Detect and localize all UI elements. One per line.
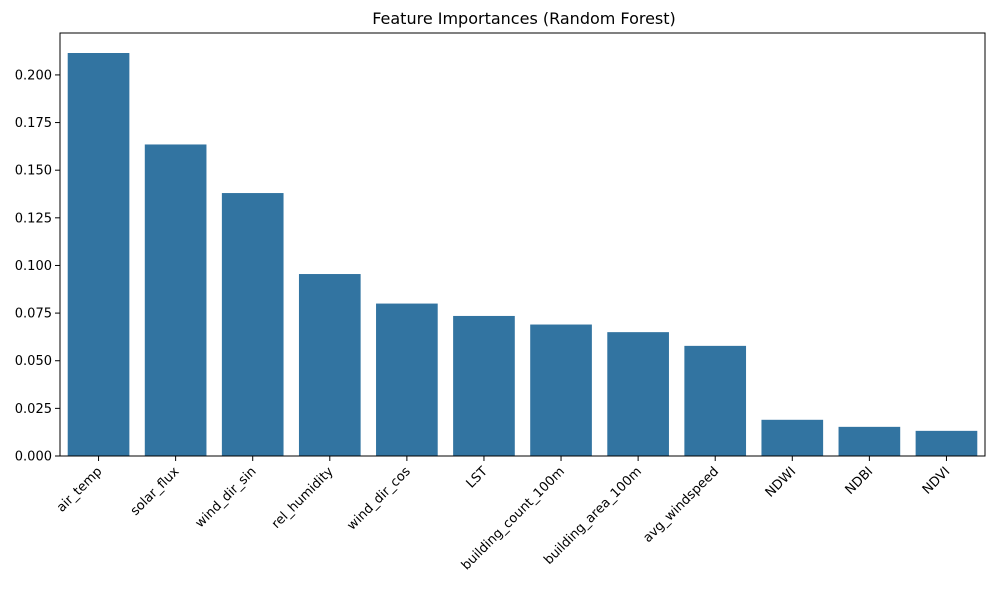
bar-ndvi [915, 430, 978, 456]
bar-building-area-100m [607, 332, 669, 456]
x-tick-label: wind_dir_sin [193, 464, 260, 531]
y-tick-label: 0.150 [15, 164, 52, 179]
x-tick-label: avg_windspeed [640, 464, 722, 546]
plot-frame [59, 32, 986, 457]
bar-building-count-100m [530, 324, 592, 456]
bar-wind-dir-sin [221, 193, 284, 456]
x-tick-label: LST [464, 464, 491, 491]
x-tick-label: solar_flux [128, 464, 183, 519]
bar-lst [453, 315, 515, 456]
y-tick-label: 0.200 [15, 68, 52, 83]
y-tick-label: 0.100 [15, 259, 52, 274]
y-axis-ticks: 0.000 0.025 0.050 0.075 0.100 0.125 0.150 0.175… [15, 68, 60, 465]
x-tick-label: rel_humidity [269, 464, 337, 532]
y-tick-label: 0.075 [15, 307, 52, 322]
bar-ndwi [761, 419, 824, 456]
bars [67, 53, 978, 457]
bar-rel-humidity [298, 274, 361, 456]
x-tick-label: wind_dir_cos [345, 464, 414, 533]
x-axis-ticks: air_temp solar_flux wind_dir_sin rel_humidi… [54, 456, 953, 573]
x-tick-label: NDBI [843, 464, 877, 498]
bar-air-temp [67, 53, 130, 457]
bar-ndbi [838, 426, 901, 456]
y-tick-label: 0.125 [15, 211, 52, 226]
bar-avg-windspeed [684, 345, 747, 456]
bar-wind-dir-cos [376, 303, 438, 456]
y-tick-label: 0.175 [15, 116, 52, 131]
bar-solar-flux [144, 144, 207, 456]
x-tick-label: air_temp [54, 464, 105, 515]
y-tick-label: 0.000 [15, 450, 52, 465]
y-tick-label: 0.050 [15, 354, 52, 369]
x-tick-label: NDVI [920, 464, 953, 497]
chart-title: Feature Importances (Random Forest) [372, 9, 676, 28]
x-tick-label: NDWI [763, 464, 799, 500]
y-tick-label: 0.025 [15, 402, 52, 417]
